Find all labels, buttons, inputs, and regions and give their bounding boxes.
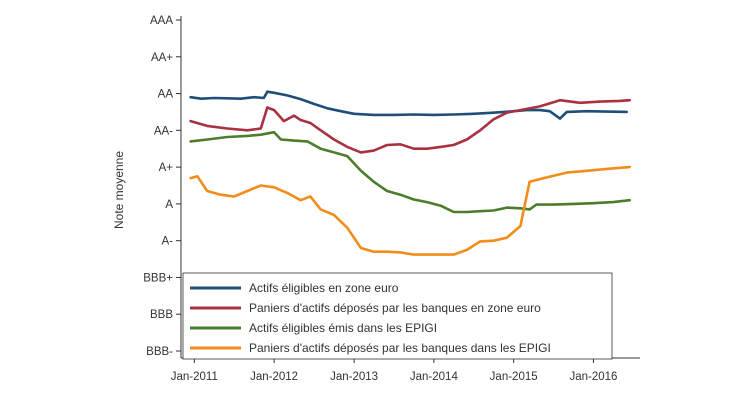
x-tick-label: Jan-2012 xyxy=(250,371,298,383)
series-lines xyxy=(189,90,631,256)
y-axis-title: Note moyenne xyxy=(112,151,126,229)
y-tick-label: BBB xyxy=(150,309,173,321)
legend-label: Actifs éligibles en zone euro xyxy=(249,281,399,295)
legend: Actifs éligibles en zone euro Paniers d'a… xyxy=(182,272,613,360)
y-tick-label: AA xyxy=(158,89,174,101)
y-tick-label: BBB- xyxy=(146,346,173,358)
y-tick-label: AAA xyxy=(150,15,173,27)
series-line-4 xyxy=(189,165,631,256)
x-tick-label: Jan-2013 xyxy=(330,371,378,383)
series-line-3 xyxy=(189,130,631,214)
y-tick-label: A+ xyxy=(159,162,174,174)
x-tick-label: Jan-2015 xyxy=(490,371,538,383)
legend-label: Actifs éligibles émis dans les EPIGI xyxy=(249,321,437,335)
y-tick-label: AA- xyxy=(154,125,173,137)
legend-box xyxy=(182,272,613,360)
y-tick-label: BBB+ xyxy=(143,272,173,284)
y-tick-label: AA+ xyxy=(151,52,173,64)
legend-label: Paniers d'actifs déposés par les banques… xyxy=(249,341,551,355)
series-line-2 xyxy=(189,98,631,154)
x-axis: Jan-2011 Jan-2012 Jan-2013 Jan-2014 Jan-2015… xyxy=(171,358,617,383)
series-line-1 xyxy=(189,90,628,120)
y-tick-label: A xyxy=(165,199,173,211)
x-tick-label: Jan-2011 xyxy=(171,371,218,383)
x-tick-label: Jan-2016 xyxy=(569,371,617,383)
x-tick-label: Jan-2014 xyxy=(410,371,459,383)
legend-label: Paniers d'actifs déposés par les banques… xyxy=(249,301,541,315)
y-tick-label: A- xyxy=(162,236,174,248)
